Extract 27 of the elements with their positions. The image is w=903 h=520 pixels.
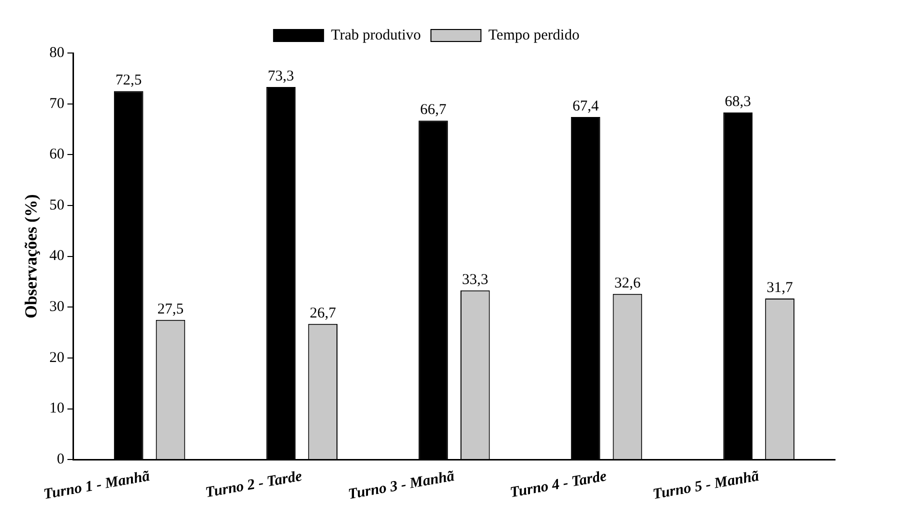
y-tick-label: 10 (49, 400, 64, 417)
data-label: 31,7 (766, 280, 794, 296)
data-label: 67,4 (572, 98, 600, 114)
y-tick-label: 40 (49, 248, 64, 264)
legend-label: Tempo perdido (488, 27, 580, 44)
data-label: 32,6 (614, 275, 642, 292)
x-tick-label: Turno 1 - Manhã (42, 468, 152, 503)
legend-label: Trab produtivo (331, 27, 421, 44)
y-tick-label: 30 (49, 299, 64, 316)
x-tick-label: Turno 4 - Tarde (508, 468, 608, 502)
y-axis-title: Observações (%) (22, 194, 41, 318)
y-tick-label: 60 (49, 146, 64, 163)
y-tick-label: 80 (49, 44, 64, 61)
data-label: 26,7 (310, 305, 336, 322)
data-label: 72,5 (115, 72, 142, 89)
y-tick-label: 0 (56, 452, 64, 468)
x-tick-label: Turno 2 - Tarde (204, 468, 304, 502)
y-tick-label: 70 (49, 96, 64, 112)
data-label: 73,3 (268, 68, 294, 84)
data-label: 68,3 (724, 94, 752, 110)
x-tick-label: Turno 3 - Manhã (347, 468, 456, 503)
data-label: 27,5 (157, 301, 184, 318)
x-tick-label: Turno 5 - Manhã (652, 468, 761, 503)
data-label: 66,7 (420, 102, 447, 118)
y-tick-label: 50 (49, 197, 64, 214)
y-tick-label: 20 (49, 350, 64, 366)
data-label: 33,3 (462, 272, 488, 288)
